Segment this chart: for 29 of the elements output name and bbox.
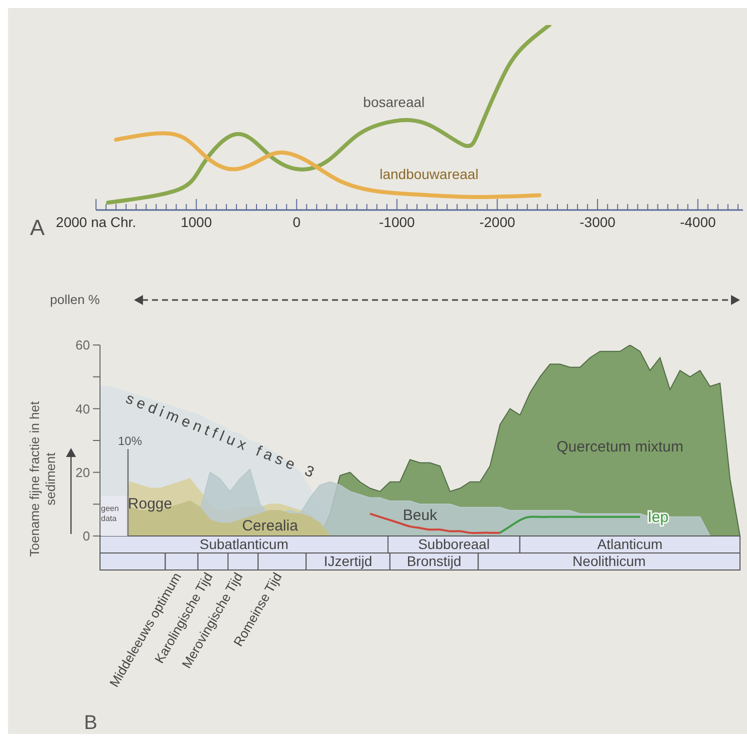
annotation: geen data — [101, 504, 120, 524]
y-tick-label: 40 — [76, 401, 90, 416]
x-tick-label: 1000 — [180, 214, 212, 230]
series-label: Rogge — [128, 495, 172, 512]
text: Bronstijd — [406, 553, 462, 569]
text: A — [30, 215, 45, 241]
series-label: Quercetum mixtum — [556, 438, 684, 456]
y-tick-label: 0 — [82, 528, 90, 544]
text: Neolithicum — [572, 553, 646, 569]
x-tick-label: -4000 — [680, 214, 716, 230]
x-tick-label: -2000 — [479, 214, 516, 230]
text: Toename fijne fractie in het sediment — [27, 400, 59, 559]
text: IJzertijd — [324, 553, 372, 569]
y-tick-label: 20 — [76, 464, 90, 480]
annotation: Atlanticum — [597, 536, 663, 552]
text: B — [84, 712, 98, 735]
x-tick-label: 2000 na Chr. — [56, 214, 136, 230]
series-label: Beuk — [402, 507, 438, 524]
x-tick-label: 0 — [292, 214, 301, 230]
series-label: bosareaal — [363, 94, 425, 110]
annotation: Subboreaal — [418, 536, 490, 552]
annotation: Subatlanticum — [200, 536, 288, 552]
series-label: landbouwareaal — [380, 166, 478, 182]
x-tick-label: -1000 — [379, 214, 416, 230]
y-axis-title: pollen % — [50, 292, 100, 307]
x-tick-label: -3000 — [580, 214, 616, 230]
line-series — [499, 516, 641, 534]
series-label: Cerealia — [242, 518, 299, 535]
y-tick-label: 60 — [76, 338, 90, 353]
